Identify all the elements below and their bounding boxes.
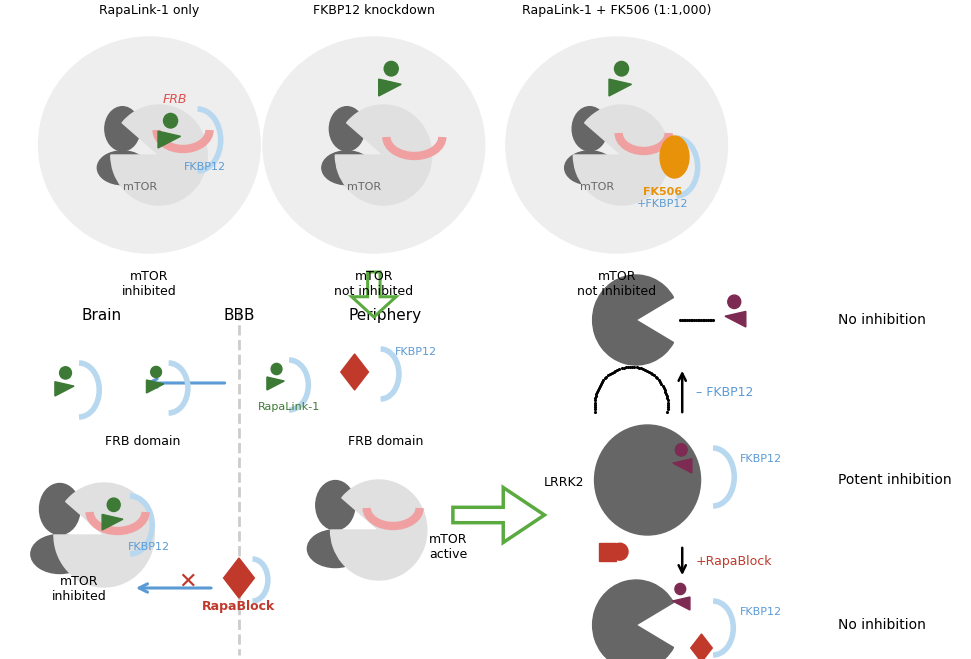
Ellipse shape xyxy=(263,37,485,253)
Wedge shape xyxy=(111,105,207,205)
Text: RapaLink-1 + FK506 (1:1,000): RapaLink-1 + FK506 (1:1,000) xyxy=(522,4,712,17)
Text: FRB: FRB xyxy=(163,93,187,106)
Wedge shape xyxy=(592,275,674,365)
Ellipse shape xyxy=(39,37,260,253)
Circle shape xyxy=(151,366,161,378)
Wedge shape xyxy=(54,483,154,587)
Text: Periphery: Periphery xyxy=(349,308,422,323)
Text: Brain: Brain xyxy=(82,308,121,323)
Text: +FKBP12: +FKBP12 xyxy=(637,199,688,209)
Ellipse shape xyxy=(506,37,727,253)
Circle shape xyxy=(594,425,700,535)
Text: FKBP12 knockdown: FKBP12 knockdown xyxy=(313,4,435,17)
Ellipse shape xyxy=(316,480,354,530)
Circle shape xyxy=(107,498,120,511)
Circle shape xyxy=(59,367,72,379)
Ellipse shape xyxy=(40,484,80,534)
Bar xyxy=(598,542,617,561)
Circle shape xyxy=(615,61,628,76)
Text: mTOR
active: mTOR active xyxy=(429,533,467,561)
Text: mTOR: mTOR xyxy=(348,182,382,192)
Text: FKBP12: FKBP12 xyxy=(184,162,226,172)
Polygon shape xyxy=(147,380,164,393)
Polygon shape xyxy=(673,597,690,610)
Circle shape xyxy=(163,113,178,128)
Circle shape xyxy=(728,295,741,308)
Text: – FKBP12: – FKBP12 xyxy=(695,386,753,399)
Wedge shape xyxy=(592,580,674,659)
Text: +RapaBlock: +RapaBlock xyxy=(695,554,772,567)
Text: RapaLink-1: RapaLink-1 xyxy=(258,402,320,412)
Ellipse shape xyxy=(97,151,148,185)
Text: mTOR
not inhibited: mTOR not inhibited xyxy=(577,270,656,298)
Text: RapaBlock: RapaBlock xyxy=(202,600,276,613)
Text: RapaLink-1 only: RapaLink-1 only xyxy=(99,4,199,17)
Text: mTOR: mTOR xyxy=(581,182,615,192)
Wedge shape xyxy=(335,105,432,205)
Polygon shape xyxy=(158,131,181,148)
Text: FK506: FK506 xyxy=(644,187,683,197)
Polygon shape xyxy=(223,558,254,598)
Text: FKBP12: FKBP12 xyxy=(128,542,171,552)
Text: mTOR: mTOR xyxy=(122,182,156,192)
Text: BBB: BBB xyxy=(223,308,254,323)
Ellipse shape xyxy=(660,136,689,178)
Wedge shape xyxy=(330,480,427,580)
Polygon shape xyxy=(102,515,123,530)
Text: mTOR
inhibited: mTOR inhibited xyxy=(51,575,107,603)
Text: No inhibition: No inhibition xyxy=(838,618,926,632)
Polygon shape xyxy=(690,634,713,659)
Ellipse shape xyxy=(565,151,615,185)
Circle shape xyxy=(612,543,628,560)
Text: FRB domain: FRB domain xyxy=(348,435,423,448)
Polygon shape xyxy=(267,377,285,390)
Ellipse shape xyxy=(572,107,607,151)
Polygon shape xyxy=(341,354,368,390)
Circle shape xyxy=(385,61,398,76)
Text: No inhibition: No inhibition xyxy=(838,313,926,327)
Ellipse shape xyxy=(308,530,363,567)
Polygon shape xyxy=(609,79,631,96)
Text: mTOR
not inhibited: mTOR not inhibited xyxy=(334,270,414,298)
Circle shape xyxy=(675,583,686,594)
Wedge shape xyxy=(573,105,670,205)
Ellipse shape xyxy=(329,107,364,151)
Text: LRRK2: LRRK2 xyxy=(544,476,584,488)
Text: FRB domain: FRB domain xyxy=(105,435,181,448)
Text: FKBP12: FKBP12 xyxy=(395,347,437,357)
Text: Potent inhibition: Potent inhibition xyxy=(838,473,952,487)
Polygon shape xyxy=(379,79,401,96)
Circle shape xyxy=(675,444,687,456)
Ellipse shape xyxy=(321,151,372,185)
Text: FKBP12: FKBP12 xyxy=(740,454,783,464)
Ellipse shape xyxy=(31,534,88,573)
Polygon shape xyxy=(55,382,74,396)
Text: mTOR
inhibited: mTOR inhibited xyxy=(122,270,177,298)
Text: FKBP12: FKBP12 xyxy=(740,607,783,617)
Polygon shape xyxy=(725,312,746,327)
Circle shape xyxy=(271,363,282,374)
Text: ✕: ✕ xyxy=(179,572,197,592)
Ellipse shape xyxy=(105,107,140,151)
Polygon shape xyxy=(673,459,692,473)
